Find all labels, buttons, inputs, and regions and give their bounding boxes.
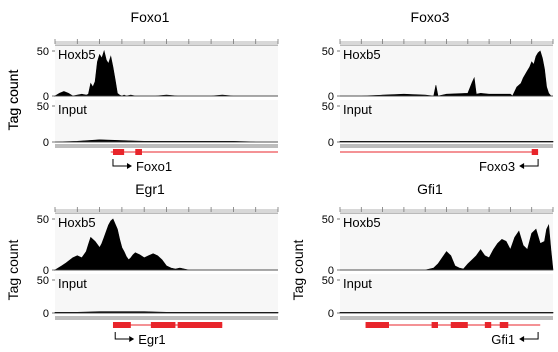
y-tick-label: 50	[322, 275, 334, 287]
y-tick-label: 0	[43, 137, 49, 149]
tss-arrowhead	[519, 336, 525, 342]
y-tick-label: 50	[322, 214, 334, 226]
y-axis-label: Tag count	[5, 240, 21, 301]
gene-label: Foxo3	[479, 159, 515, 174]
track-bg-input	[340, 274, 553, 313]
coordinate-bar	[55, 316, 278, 320]
series-area-hoxb5	[53, 218, 278, 271]
y-tick-label: 50	[322, 46, 334, 58]
gene-exon	[135, 149, 142, 155]
y-tick-label: 0	[328, 91, 334, 103]
panel-title: Foxo3	[411, 9, 450, 25]
coordinate-bar	[340, 316, 553, 320]
gene-exon	[177, 322, 223, 328]
track-label: Input	[343, 276, 372, 291]
y-tick-label: 0	[43, 91, 49, 103]
tss-arrowhead	[129, 336, 135, 342]
coordinate-bar	[340, 144, 553, 148]
gene-label: Gfi1	[491, 332, 515, 347]
gene-exon	[365, 322, 389, 328]
y-tick-label: 0	[43, 265, 49, 277]
track-label: Input	[58, 102, 87, 117]
gene-exon	[150, 322, 176, 328]
gene-exon	[431, 322, 438, 328]
y-tick-label: 50	[322, 101, 334, 113]
y-tick-label: 50	[37, 101, 49, 113]
track-bg-input	[340, 100, 553, 142]
tss-arrowhead	[126, 163, 132, 169]
track-label: Input	[343, 102, 372, 117]
y-tick-label: 0	[328, 137, 334, 149]
track-bg-input	[55, 100, 278, 142]
y-tick-label: 0	[328, 308, 334, 320]
track-label: Hoxb5	[58, 47, 96, 62]
gene-exon	[450, 322, 468, 328]
track-label: Hoxb5	[343, 47, 381, 62]
coordinate-bar	[55, 144, 278, 148]
track-label: Hoxb5	[343, 215, 381, 230]
panel-title: Gfi1	[417, 181, 443, 197]
y-tick-label: 0	[328, 265, 334, 277]
series-area-hoxb5	[340, 50, 553, 97]
gene-exon	[484, 322, 492, 328]
gene-exon	[531, 149, 539, 155]
tss-arrow	[524, 159, 539, 167]
y-tick-label: 50	[37, 214, 49, 226]
y-tick-label: 50	[37, 46, 49, 58]
y-tick-label: 0	[43, 308, 49, 320]
gene-exon	[112, 149, 125, 155]
y-axis-label: Tag count	[290, 240, 306, 301]
y-axis-label: Tag count	[5, 70, 21, 131]
tss-arrowhead	[519, 163, 525, 169]
gene-exon	[112, 322, 131, 328]
panel-title: Foxo1	[131, 9, 170, 25]
series-area-hoxb5	[340, 224, 554, 271]
tss-arrow	[112, 159, 127, 167]
y-axis-label: Tag count	[5, 70, 21, 131]
track-label: Hoxb5	[58, 215, 96, 230]
gene-exon	[499, 322, 509, 328]
track-bg-input	[55, 274, 278, 313]
gene-label: Foxo1	[136, 159, 172, 174]
y-tick-label: 50	[37, 275, 49, 287]
track-label: Input	[58, 276, 87, 291]
tss-arrow	[524, 332, 539, 340]
gene-label: Egr1	[138, 332, 165, 347]
panel-title: Egr1	[135, 181, 165, 197]
tss-arrow	[114, 332, 130, 340]
